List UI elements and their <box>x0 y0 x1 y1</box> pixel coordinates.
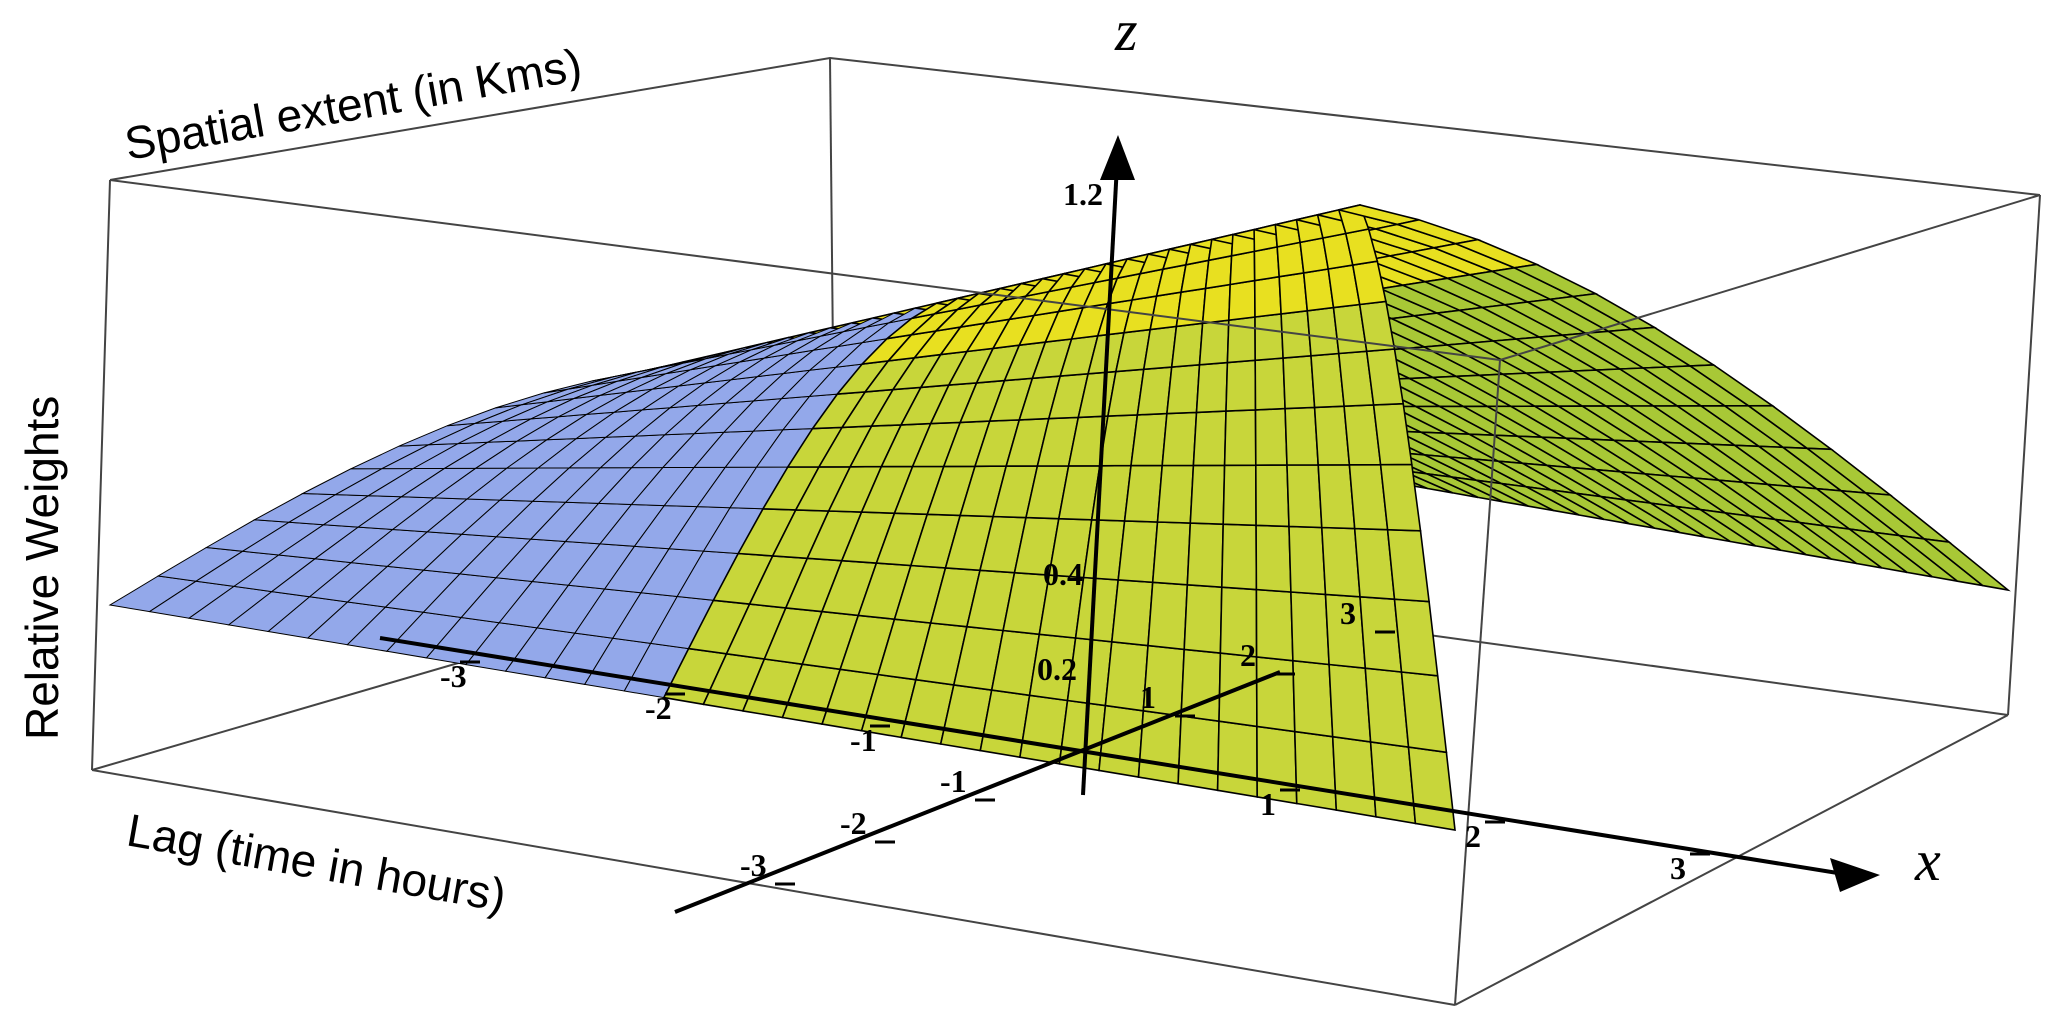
surface-patch <box>1186 522 1225 589</box>
x-axis-tick-label: 1 <box>1140 679 1156 715</box>
relative-weights-label: Relative Weights <box>16 396 68 740</box>
lag-axis-tick-label: -2 <box>645 690 672 726</box>
z-axis-letter: z <box>1114 0 1138 63</box>
x-arrowhead-icon <box>1830 858 1880 892</box>
spatial-extent-label: Spatial extent (in Kms) <box>121 38 586 170</box>
surface-patch <box>1166 363 1201 415</box>
surface-patch <box>1407 746 1456 831</box>
surface-patch <box>1393 598 1439 677</box>
surface-patch <box>1254 407 1288 467</box>
surface-patch <box>1117 520 1159 584</box>
surface-patch <box>1110 579 1154 647</box>
surface-patch <box>1286 464 1323 529</box>
surface-patch <box>1136 366 1173 416</box>
x-axis-letter: x <box>1914 828 1941 893</box>
axis-ticks: -3 -2 -1 1 2 3 -3 -2 -1 1 2 3 0.2 0.4 1.2 <box>440 176 1710 886</box>
surface-patch <box>1386 528 1431 603</box>
surface-patch <box>1123 464 1164 523</box>
surface-patch <box>1229 250 1256 286</box>
surface-patch <box>1288 525 1327 596</box>
surface-patch <box>1189 464 1226 526</box>
surface-patch <box>1331 735 1377 818</box>
surface-patch <box>1227 279 1256 322</box>
surface-patch <box>1253 275 1282 318</box>
z-axis-line <box>1081 164 1119 796</box>
surface-patch <box>1222 464 1257 527</box>
surface-patch <box>1130 412 1168 467</box>
lag-axis-tick-label: 2 <box>1465 818 1481 854</box>
surface-patch <box>1317 463 1356 530</box>
surface-patch <box>1253 245 1281 282</box>
x-depth-axis-line <box>674 670 1281 914</box>
surface-patch <box>1292 659 1334 738</box>
surface-patch <box>1177 715 1220 792</box>
z-arrowhead-icon <box>1100 135 1135 180</box>
surface-patch <box>1151 521 1192 586</box>
lag-axis-line <box>379 636 1851 877</box>
surface-patch <box>1320 526 1361 598</box>
x-axis-tick-label: -2 <box>840 805 867 841</box>
surface-patch <box>1161 411 1198 467</box>
surface-patch <box>1255 656 1296 733</box>
surface-patch <box>1201 283 1232 325</box>
surface-patch <box>1192 410 1227 467</box>
x-axis-tick-label: 2 <box>1240 637 1256 673</box>
surface-patch <box>1254 464 1290 528</box>
surface-patch <box>1282 354 1316 410</box>
surface-patch <box>1255 588 1294 662</box>
surface-mesh <box>108 204 2011 831</box>
z-axis-tick-label: 0.2 <box>1037 651 1077 687</box>
surface-patch <box>1278 271 1309 315</box>
z-axis-tick-label: 0.4 <box>1043 556 1083 592</box>
surface-patch <box>1328 663 1372 743</box>
surface-patch <box>1058 699 1107 772</box>
surface-patch <box>1195 361 1229 414</box>
surface-patch <box>1226 316 1257 364</box>
lag-axis-tick-label: 1 <box>1260 786 1276 822</box>
surface-patch <box>1147 581 1189 651</box>
surface-patch <box>1290 591 1330 666</box>
surface-patch <box>1170 322 1204 368</box>
lag-axis-tick-label: 3 <box>1670 850 1686 886</box>
surface-patch <box>1276 241 1305 278</box>
surface-patch <box>1400 671 1448 754</box>
x-axis-tick-label: -3 <box>740 847 767 883</box>
surface-patch <box>1284 406 1320 466</box>
surface-patch <box>1254 357 1286 411</box>
surface-patch <box>1220 523 1258 591</box>
x-axis-tick-label: -1 <box>940 763 967 799</box>
surface-patch <box>1223 409 1257 467</box>
bounding-box-front <box>91 179 2041 1006</box>
lag-axis-tick-label: -3 <box>440 658 467 694</box>
lag-axis-tick-label: -1 <box>850 722 877 758</box>
surface-patch <box>1156 464 1195 524</box>
surface-patch <box>1225 359 1257 412</box>
x-axis-tick-label: 3 <box>1340 595 1356 631</box>
surface-patch <box>1254 313 1284 362</box>
surface-patch <box>1293 730 1338 812</box>
surface-patch <box>1921 537 2011 592</box>
surface-patch <box>1183 583 1223 654</box>
surface-patch <box>1198 319 1230 366</box>
coordinate-axes <box>379 164 1851 914</box>
z-axis-tick-label: 1.2 <box>1063 176 1103 212</box>
surface-patch <box>1216 720 1259 798</box>
surface-patch <box>1255 524 1292 593</box>
lag-time-label: Lag (time in hours) <box>123 804 510 922</box>
